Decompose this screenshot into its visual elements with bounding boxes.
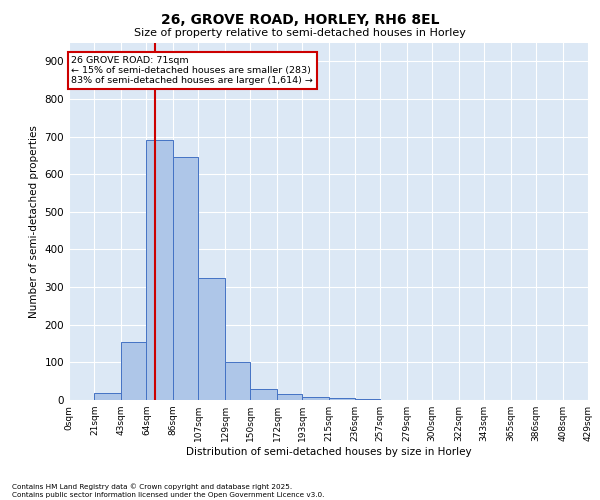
Text: Size of property relative to semi-detached houses in Horley: Size of property relative to semi-detach… [134,28,466,38]
Bar [199,278,225,400]
Bar [173,158,199,400]
Bar [121,342,146,400]
Bar [355,399,380,400]
Bar [146,140,173,400]
Bar [277,394,302,400]
Y-axis label: Number of semi-detached properties: Number of semi-detached properties [29,125,39,318]
Bar [329,398,355,400]
Text: Contains HM Land Registry data © Crown copyright and database right 2025.
Contai: Contains HM Land Registry data © Crown c… [12,484,325,498]
X-axis label: Distribution of semi-detached houses by size in Horley: Distribution of semi-detached houses by … [185,447,472,457]
Text: 26, GROVE ROAD, HORLEY, RH6 8EL: 26, GROVE ROAD, HORLEY, RH6 8EL [161,12,439,26]
Text: 26 GROVE ROAD: 71sqm
← 15% of semi-detached houses are smaller (283)
83% of semi: 26 GROVE ROAD: 71sqm ← 15% of semi-detac… [71,56,313,86]
Bar [94,393,121,400]
Bar [225,362,250,400]
Bar [302,398,329,400]
Bar [250,388,277,400]
